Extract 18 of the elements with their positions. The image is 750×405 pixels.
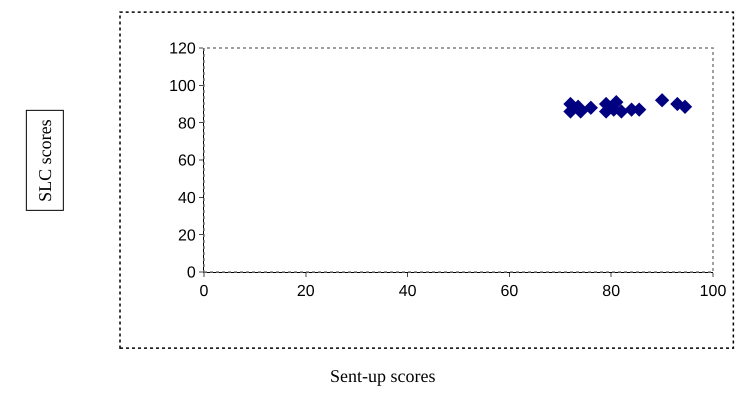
x-tick-label: 0 [200,283,209,300]
x-tick-label: 20 [296,283,315,300]
y-tick-label: 100 [169,78,196,95]
point [654,93,670,108]
y-tick-label: 40 [178,190,196,207]
point [584,100,598,115]
y-tick-label: 80 [178,115,196,132]
y-tick-label: 120 [169,40,196,58]
point [678,100,692,114]
x-tick-label: 100 [700,283,726,300]
y-tick-label: 20 [178,227,196,244]
x-tick-label: 60 [500,283,518,300]
x-axis-title: Sent-up scores [330,366,436,386]
text: SLC scores [34,119,55,202]
y-tick-label: 0 [186,264,196,282]
y-tick-label: 60 [178,152,196,170]
x-tick-label: 40 [398,283,417,300]
x-tick-label: 80 [602,283,620,300]
